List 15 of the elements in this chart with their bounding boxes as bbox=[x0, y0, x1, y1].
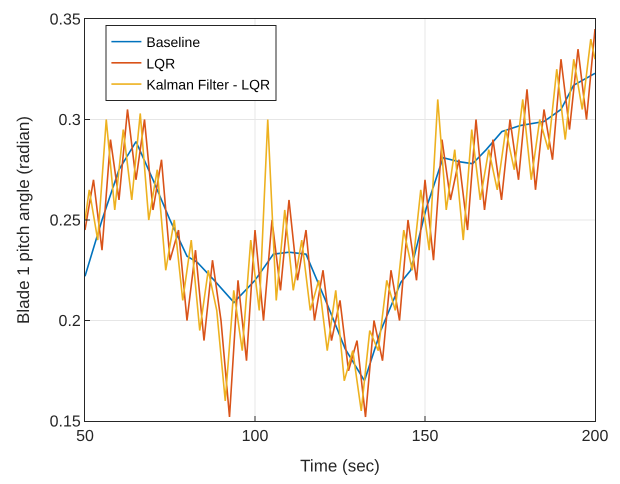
y-tick-label: 0.3 bbox=[58, 112, 81, 130]
x-axis-title: Time (sec) bbox=[300, 456, 380, 476]
y-tick-label: 0.25 bbox=[50, 212, 81, 230]
x-tick-label: 100 bbox=[242, 428, 268, 446]
y-tick-label: 0.2 bbox=[58, 313, 81, 330]
y-tick-label: 0.35 bbox=[50, 12, 81, 29]
legend-label: Kalman Filter - LQR bbox=[146, 76, 270, 92]
line-series bbox=[85, 72, 595, 382]
x-tick-label: 200 bbox=[582, 428, 608, 446]
x-tick-label: 150 bbox=[412, 428, 438, 446]
legend-label: Baseline bbox=[146, 34, 200, 50]
legend-label: LQR bbox=[146, 55, 176, 72]
y-tick-label: 0.15 bbox=[50, 414, 81, 431]
x-tick-label: 50 bbox=[76, 428, 94, 446]
y-axis-title: Blade 1 pitch angle (radian) bbox=[14, 116, 34, 324]
